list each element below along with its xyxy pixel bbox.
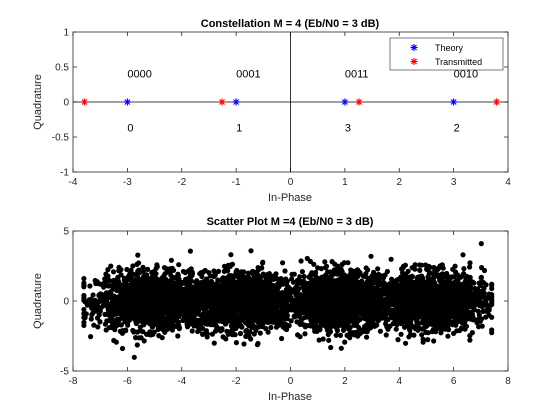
constellation-xtick-label: -2 [177,177,186,188]
constellation-annotation: 0 [127,122,133,134]
constellation-annotation: 1 [236,122,242,134]
constellation-ytick-label: 0 [63,98,69,109]
scatter-xlabel: In-Phase [268,391,312,403]
constellation-annotation: 0001 [236,69,260,81]
scatter-title: Scatter Plot M =4 (Eb/N0 = 3 dB) [207,216,374,228]
constellation-xtick-label: 0 [288,177,294,188]
constellation-xtick-label: -1 [232,177,241,188]
legend-marker-theory [410,43,418,52]
constellation-annotation: 0010 [454,69,478,81]
constellation-title: Constellation M = 4 (Eb/N0 = 3 dB) [201,18,380,30]
theory-point [341,98,349,106]
scatter-chart: Scatter Plot M =4 (Eb/N0 = 3 dB) -8 -6 -4-… [32,216,511,403]
legend-label-theory: Theory [435,43,464,53]
constellation-annotation: 0000 [127,69,151,81]
scatter-ylabel: Quadrature [32,273,44,329]
scatter-ticks: -8 -6 -4 -2 0 2 4 6 8 5 0 -5 [60,227,511,388]
constellation-annotation: 0011 [345,69,369,81]
constellation-chart: Constellation M = 4 (Eb/N0 = 3 dB) -4 -3-… [32,18,511,204]
scatter-xtick-label: -2 [232,376,241,387]
constellation-annotations: 0000 0001 0011 0010 0 1 3 2 [127,69,478,135]
theory-point [232,98,240,106]
constellation-ytick-label: 0.5 [55,63,69,74]
scatter-xtick-label: 0 [288,376,294,387]
legend: Theory Transmitted [389,37,504,71]
constellation-xtick-label: -4 [69,177,78,188]
legend-label-transmitted: Transmitted [435,57,482,67]
legend-marker-transmitted-glyph [410,57,418,66]
transmitted-point [218,98,226,106]
constellation-ytick-label: -0.5 [52,133,70,144]
constellation-points [80,98,501,106]
scatter-xtick-label: 4 [396,376,402,387]
legend-box [389,37,504,71]
scatter-xtick-label: 8 [505,376,511,387]
constellation-ytick-label: 1 [63,28,69,39]
scatter-xtick-label: 2 [342,376,348,387]
constellation-ytick-label: -1 [60,168,69,179]
scatter-point-cloud [81,240,495,360]
legend-marker-theory-glyph [410,43,418,52]
transmitted-point [355,98,363,106]
constellation-ticks: -4 -3 -2 -1 0 1 2 3 4 1 0.5 0 -0.5 -1 [52,28,511,189]
theory-point [123,98,131,106]
constellation-xtick-label: 2 [396,177,402,188]
constellation-ylabel: Quadrature [32,74,44,130]
legend-marker-transmitted [410,57,418,66]
scatter-ytick-label: -5 [60,367,69,378]
scatter-xtick-label: -4 [177,376,186,387]
constellation-annotation: 3 [345,122,351,134]
scatter-xtick-label: -6 [123,376,132,387]
constellation-xtick-label: 4 [505,177,511,188]
scatter-xtick-label: 6 [451,376,457,387]
transmitted-point [492,98,501,106]
constellation-annotation: 2 [454,122,460,134]
constellation-xtick-label: -3 [123,177,132,188]
constellation-xlabel: In-Phase [268,192,312,204]
constellation-xtick-label: 3 [451,177,457,188]
scatter-ytick-label: 5 [63,227,69,238]
scatter-ytick-label: 0 [63,297,69,308]
constellation-reference-lines [73,32,508,172]
transmitted-point [80,98,89,106]
theory-point [450,98,458,106]
scatter-xtick-label: -8 [69,376,78,387]
constellation-xtick-label: 1 [342,177,348,188]
scatter-points [81,240,495,360]
